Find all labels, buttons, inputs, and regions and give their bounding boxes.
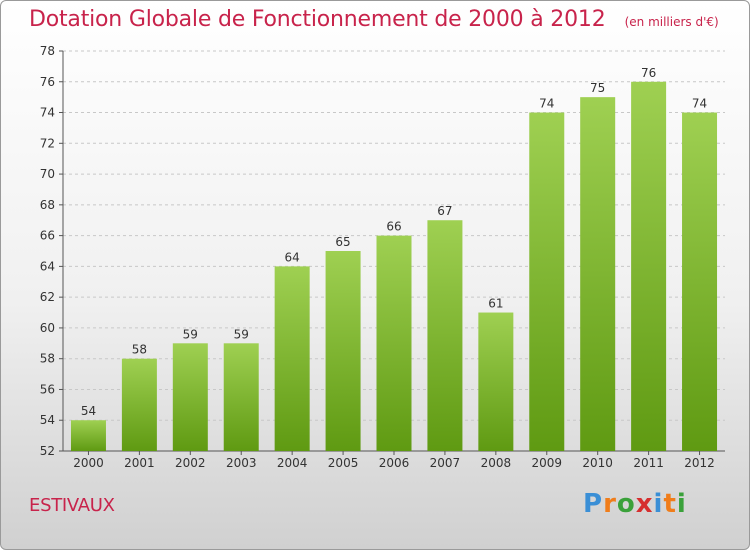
x-tick-label: 2000	[73, 456, 104, 470]
y-tick-label: 78	[40, 44, 55, 58]
bar-2010	[580, 97, 616, 452]
chart-subtitle: (en milliers d'€)	[624, 15, 719, 29]
bar-value-label: 64	[285, 250, 300, 264]
bar-value-label: 59	[183, 327, 198, 341]
logo-letter: i	[653, 489, 664, 519]
y-tick-label: 72	[40, 136, 55, 150]
logo-letter: i	[676, 489, 687, 519]
y-tick-label: 60	[40, 321, 55, 335]
proxiti-logo: Proxiti	[583, 489, 687, 519]
bar-value-label: 59	[234, 327, 249, 341]
y-tick-label: 68	[40, 198, 55, 212]
chart-title: Dotation Globale de Fonctionnement de 20…	[29, 7, 606, 32]
bar-value-label: 75	[590, 81, 605, 95]
bar-2000	[70, 420, 106, 451]
x-tick-label: 2004	[277, 456, 308, 470]
labels: 52 54 56 58 60 62 64 66 68 70 72 74 76 78 54 2000 58 2001…	[40, 44, 715, 470]
logo-letter: t	[663, 489, 677, 519]
logo-letter: r	[603, 489, 617, 519]
x-tick-label: 2005	[328, 456, 359, 470]
bar-2001	[121, 358, 157, 451]
bar-2009	[529, 112, 565, 452]
y-tick-label: 62	[40, 290, 55, 304]
bar-2003	[223, 343, 259, 451]
bar-value-label: 58	[132, 343, 147, 357]
bar-value-label: 67	[437, 204, 452, 218]
x-tick-label: 2007	[430, 456, 461, 470]
x-tick-label: 2011	[633, 456, 664, 470]
y-tick-label: 56	[40, 382, 55, 396]
bar-2008	[478, 312, 514, 451]
bar-2007	[427, 220, 463, 451]
y-tick-label: 70	[40, 167, 55, 181]
y-tick-label: 74	[40, 106, 55, 120]
x-tick-label: 2008	[481, 456, 512, 470]
y-tick-label: 76	[40, 75, 55, 89]
title-block: Dotation Globale de Fonctionnement de 20…	[29, 7, 719, 32]
x-tick-label: 2002	[175, 456, 206, 470]
logo-letter: o	[616, 489, 636, 519]
x-tick-label: 2009	[531, 456, 562, 470]
bars	[70, 81, 718, 452]
y-tick-label: 64	[40, 259, 55, 273]
bar-value-label: 54	[81, 404, 96, 418]
bar-value-label: 65	[335, 235, 350, 249]
bar-2002	[172, 343, 208, 451]
y-tick-label: 58	[40, 352, 55, 366]
bar-2005	[325, 251, 361, 451]
y-tick-label: 66	[40, 229, 55, 243]
x-tick-label: 2012	[684, 456, 715, 470]
logo-letter: P	[583, 489, 604, 519]
bar-2012	[682, 112, 718, 452]
bar-value-label: 61	[488, 297, 503, 311]
commune-name: ESTIVAUX	[29, 495, 115, 516]
x-tick-label: 2003	[226, 456, 257, 470]
bar-2006	[376, 235, 412, 451]
bar-2011	[631, 81, 667, 452]
logo-letter: x	[635, 489, 654, 519]
y-tick-label: 52	[40, 444, 55, 458]
x-tick-label: 2010	[582, 456, 613, 470]
bar-value-label: 66	[386, 220, 401, 234]
bar-value-label: 74	[539, 97, 554, 111]
bar-value-label: 76	[641, 66, 656, 80]
y-tick-label: 54	[40, 413, 55, 427]
bar-2004	[274, 266, 310, 451]
x-tick-label: 2006	[379, 456, 410, 470]
x-tick-label: 2001	[124, 456, 155, 470]
bar-value-label: 74	[692, 97, 707, 111]
